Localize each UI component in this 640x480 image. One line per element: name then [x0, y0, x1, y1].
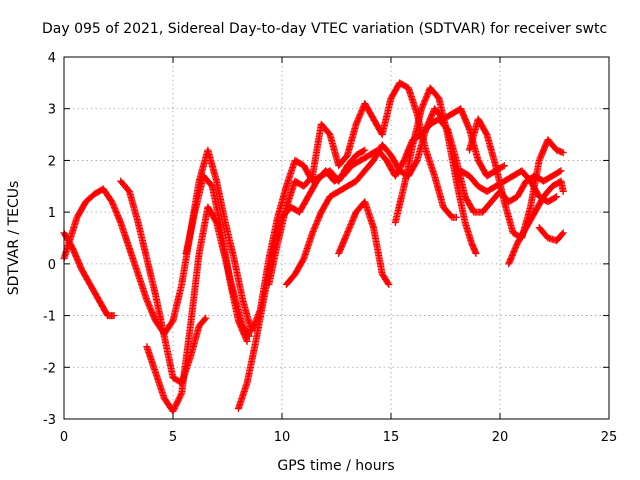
data-point [472, 250, 480, 258]
data-point [558, 230, 566, 238]
data-marks [60, 79, 567, 415]
data-point [202, 314, 210, 322]
data-point [360, 147, 368, 155]
series-sat-track-14 [535, 224, 567, 245]
y-tick-label: 4 [48, 51, 56, 66]
series-sat-track-9 [335, 198, 393, 289]
series-sat-track-2 [60, 229, 118, 320]
series-sat-track-7 [265, 79, 460, 289]
y-tick-label: -3 [43, 413, 56, 428]
data-point [500, 162, 508, 170]
y-tick-label: 0 [48, 258, 56, 273]
data-point [452, 213, 460, 221]
x-tick-label: 5 [169, 430, 177, 445]
x-tick-label: 0 [60, 430, 68, 445]
data-point [559, 229, 567, 237]
grid [64, 57, 609, 419]
y-tick-label: 3 [48, 103, 56, 118]
data-point [385, 281, 393, 289]
data-point [177, 391, 185, 399]
data-point [361, 146, 369, 154]
series-sat-track-12 [465, 115, 567, 242]
data-point [110, 312, 118, 320]
data-point [201, 315, 209, 323]
x-tick-label: 20 [492, 430, 509, 445]
x-tick-label: 25 [601, 430, 618, 445]
data-point [553, 193, 561, 201]
y-tick-label: -1 [43, 310, 56, 325]
series-sat-track-5 [182, 172, 251, 345]
chart-title: Day 095 of 2021, Sidereal Day-to-day VTE… [42, 21, 607, 37]
y-tick-label: 1 [48, 206, 56, 221]
data-point [556, 168, 564, 176]
axis-ticks: 0 5 10 15 20 25 -3 -2 -1 0 1 2 3 4 [43, 51, 617, 445]
series-sat-track-10 [391, 84, 480, 258]
data-point [559, 149, 567, 157]
data-point [499, 162, 507, 170]
x-axis-label: GPS time / hours [277, 458, 394, 474]
data-point [557, 167, 565, 175]
data-point [551, 193, 559, 201]
x-tick-label: 10 [274, 430, 291, 445]
series-sat-track-13 [505, 177, 567, 268]
data-point [559, 187, 567, 195]
x-tick-label: 15 [383, 430, 400, 445]
plot-frame [63, 56, 610, 420]
y-tick-label: 2 [48, 154, 56, 169]
y-axis-label: SDTVAR / TECUs [6, 181, 22, 296]
data-point [243, 337, 251, 345]
y-tick-label: -2 [43, 361, 56, 376]
data-point [384, 279, 392, 287]
